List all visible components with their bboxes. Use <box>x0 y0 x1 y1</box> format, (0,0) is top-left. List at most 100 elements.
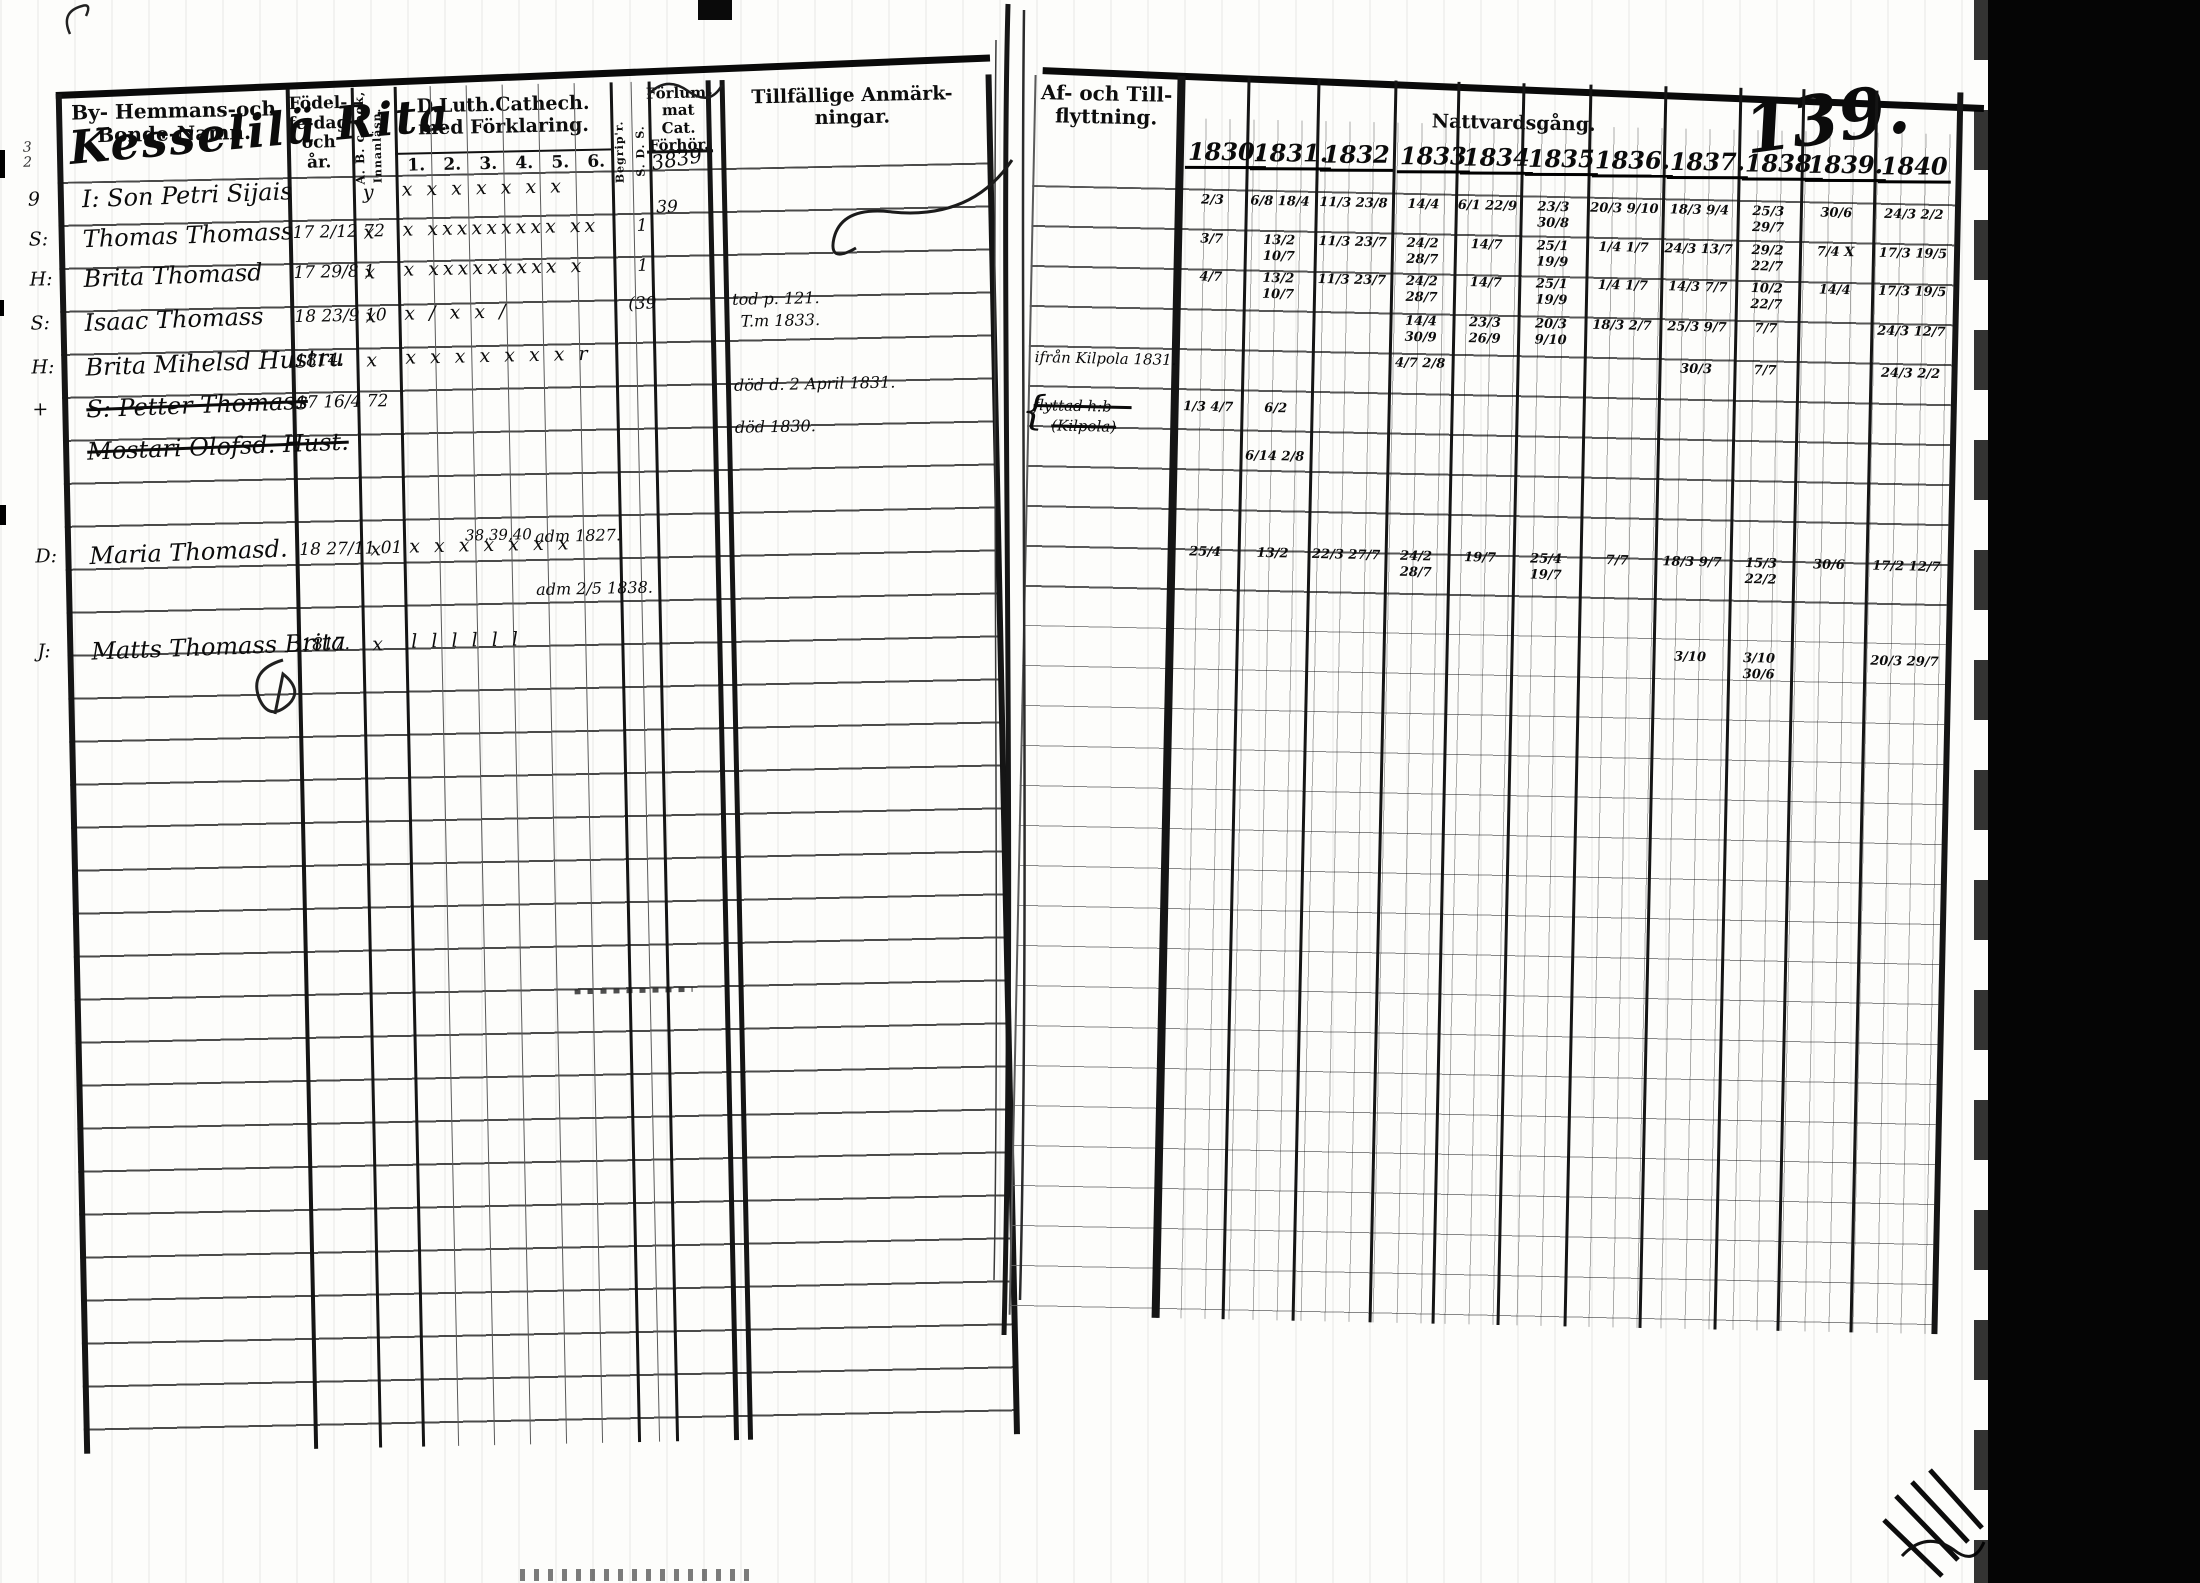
year-label: 1834 <box>1459 142 1533 175</box>
communion-date-cell: 19/7 <box>1463 550 1497 566</box>
communion-date-cell: 24/3 2/2 <box>1884 206 1944 224</box>
row-cathech-marks: l l l l l l <box>411 628 523 653</box>
communion-date-cell: 24/3 13/7 <box>1664 241 1733 258</box>
communion-date-cell: 11/3 23/7 <box>1317 271 1387 289</box>
row-abc-mark: x <box>363 221 375 244</box>
communion-date-cell: 14/4 30/9 <box>1404 313 1438 346</box>
row-birthdate: 17 16/4 72 <box>296 391 389 414</box>
communion-date-cell: 25/1 19/9 <box>1535 276 1568 309</box>
communion-date-cell: 13/2 10/7 <box>1262 232 1296 265</box>
row-margin-mark: S: <box>28 228 49 251</box>
communion-date-cell: 20/3 9/10 <box>1590 200 1659 218</box>
communion-date-cell: 17/3 19/5 <box>1878 245 1948 263</box>
row-name: Isaac Thomass <box>83 302 265 337</box>
brace-mark: { <box>1021 387 1048 435</box>
communion-date-cell: 24/3 2/2 <box>1880 365 1941 383</box>
row-abc-mark: x <box>364 261 376 284</box>
communion-date-cell: 3/7 <box>1200 231 1224 247</box>
communion-date-cell: 18/3 2/7 <box>1592 317 1652 334</box>
communion-date-cell: 4/7 <box>1199 269 1223 285</box>
row-margin-mark: H: <box>29 268 53 291</box>
communion-date-cell: 14/3 7/7 <box>1668 279 1728 296</box>
communion-date-cell: 25/4 <box>1189 544 1222 561</box>
pencil-mark-corner <box>65 4 90 35</box>
year-label: 1832 <box>1319 139 1393 172</box>
communion-date-cell: 24/2 28/7 <box>1399 548 1433 581</box>
communion-date-cell: 29/2 22/7 <box>1751 243 1784 275</box>
row-name: Maria Thomasd. <box>88 534 289 571</box>
header-forlummat: Förlum- mat Cat. Förhör. <box>646 83 713 154</box>
communion-date-cell: 7/7 <box>1753 363 1777 379</box>
cathech-subcol-number: 4. <box>515 153 534 174</box>
communion-date-cell: 7/7 <box>1754 321 1778 337</box>
row-cathech-marks: x xxxxxxxxx x <box>403 254 586 281</box>
row-anmarkning: adm 2/5 1838. <box>535 577 654 600</box>
communion-date-cell: 30/6 <box>1820 205 1853 222</box>
cathech-subcol-number: 5. <box>551 152 570 173</box>
left-page: By- Hemmans-och Bonde-Namn. Födel- fe-da… <box>23 40 1020 1519</box>
cathech-subcol-number: 3. <box>479 153 498 175</box>
aftill-note-2: (Kilpola) <box>1051 416 1117 436</box>
header-forlummat-line2: mat Cat. <box>661 100 696 137</box>
communion-date-cell: 17/3 19/5 <box>1877 283 1947 301</box>
row-margin-mark: D: <box>35 545 58 568</box>
communion-date-cell: 23/3 30/8 <box>1536 199 1570 232</box>
communion-date-cell: 18/3 9/7 <box>1662 554 1722 571</box>
communion-date-cell: 14/4 <box>1407 196 1440 213</box>
cathech-subcol-number: 2. <box>443 154 462 175</box>
communion-date-cell: 1/3 4/7 <box>1182 399 1234 416</box>
header-nattvardsgang: Nattvardsgång. <box>1431 110 1596 136</box>
row-abc-mark: x <box>366 349 378 372</box>
communion-date-cell: 22/3 27/7 <box>1311 546 1381 564</box>
row-birthdate: 1814. <box>295 350 345 372</box>
row-abc-mark: y <box>362 181 374 204</box>
row-anmarkning-2: T.m 1833. <box>740 310 821 331</box>
communion-date-cell: 10/2 22/7 <box>1750 281 1783 313</box>
row-birthdate: 1817. <box>301 633 351 655</box>
year-label: 1840 <box>1877 151 1951 184</box>
communion-date-cell: 18/3 9/4 <box>1669 202 1730 219</box>
communion-date-cell: 14/4 <box>1818 282 1851 299</box>
communion-date-cell: 24/2 28/7 <box>1405 273 1438 306</box>
row-cathech-marks: x x x x x x x r <box>405 342 592 369</box>
communion-date-cell: 25/1 19/9 <box>1536 238 1569 271</box>
row-margin-mark: S: <box>30 312 51 335</box>
header-aftill: Af- och Till- flyttning. <box>1033 80 1179 130</box>
row-sds-mark: 1 <box>636 215 648 236</box>
margin-pencil-mark: 3 2 <box>22 139 33 172</box>
communion-date-cell: 30/6 <box>1812 557 1846 574</box>
row-anmarkning: död 1830. <box>734 416 817 437</box>
aftill-note: flyttad h:b — <box>1033 396 1132 417</box>
row-cathech-marks: x xxxxxxxxx xx <box>402 214 600 241</box>
communion-date-cell: 14/7 <box>1470 237 1503 253</box>
communion-date-cell: 24/3 12/7 <box>1877 323 1946 341</box>
communion-date-cell: 1/4 1/7 <box>1598 239 1649 256</box>
communion-date-cell: 11/3 23/7 <box>1318 233 1387 251</box>
row-margin-mark: H: <box>31 356 55 379</box>
communion-date-cell: 2/3 <box>1200 192 1225 208</box>
row-mid-note: 38,39,40 <box>464 525 533 545</box>
year-label: 1833 <box>1396 141 1470 174</box>
row-birthdate: 17 29/8 1 <box>293 261 376 284</box>
row-abc-mark: x <box>370 538 382 561</box>
communion-date-cell: 6/2 <box>1264 400 1288 417</box>
ruled-lines-faint <box>1008 624 1946 1335</box>
table-row: D: Maria Thomasd. 18 27/11 01 x x x x x x x … <box>35 525 1001 585</box>
aftill-note: ifrån Kilpola 1831. <box>1034 348 1177 370</box>
row-birthdate: 18 27/11 01 <box>299 537 403 560</box>
row-margin-mark: + <box>32 398 49 421</box>
communion-date-cell: 4/7 2/8 <box>1394 355 1446 372</box>
communion-date-cell: 6/8 18/4 <box>1250 193 1310 210</box>
communion-date-cell: 25/3 9/7 <box>1667 319 1727 336</box>
communion-date-cell: 24/2 28/7 <box>1406 235 1439 268</box>
row-anmarkning: tod p. 121. <box>731 288 820 309</box>
year-label: 1835 <box>1524 143 1598 177</box>
row-name: Brita Thomasd <box>83 258 264 294</box>
year-label: 1837. <box>1666 146 1749 180</box>
scan-edge-speck-band <box>520 1569 750 1581</box>
scan-edge-black-band <box>1974 0 2200 1583</box>
communion-date-cell: 25/4 19/7 <box>1529 551 1563 584</box>
communion-date-cell: 6/1 22/9 <box>1457 197 1518 215</box>
row-anmarkning: adm 1827. <box>534 525 622 547</box>
